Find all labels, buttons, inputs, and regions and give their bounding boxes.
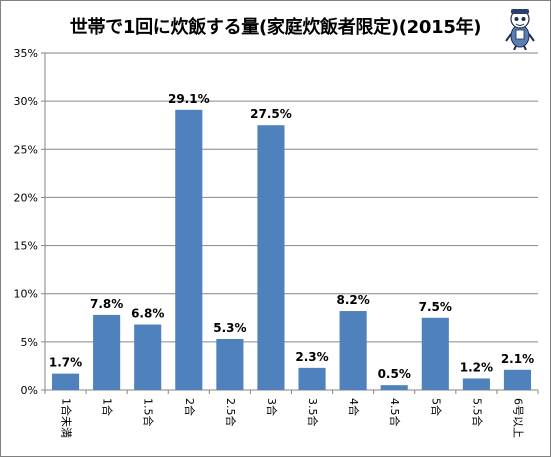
chart-title: 世帯で1回に炊飯する量(家庭炊飯者限定)(2015年) — [69, 17, 482, 38]
data-label: 29.1% — [168, 92, 210, 106]
bar — [339, 311, 367, 390]
y-tick-label: 30% — [14, 95, 38, 108]
x-tick-label: 3合 — [265, 398, 279, 416]
data-label: 5.3% — [213, 321, 246, 335]
data-label: 2.3% — [295, 350, 328, 364]
x-tick-label: 2合 — [183, 398, 197, 416]
y-tick-label: 35% — [14, 47, 38, 60]
x-tick-label: 1合 — [101, 398, 115, 416]
x-tick-label: 3.5合 — [306, 398, 320, 427]
data-label: 8.2% — [336, 293, 369, 307]
y-tick-label: 5% — [21, 336, 38, 349]
x-tick-label: 4合 — [347, 398, 361, 416]
x-tick-label: 6号以上 — [511, 398, 524, 438]
bar — [462, 378, 490, 390]
x-tick-label: 1.5合 — [142, 398, 156, 427]
y-tick-label: 15% — [14, 240, 38, 253]
x-tick-label: 5.5合 — [470, 398, 484, 427]
bar — [134, 324, 162, 390]
bar — [175, 109, 203, 391]
bar — [93, 314, 121, 390]
bar — [216, 338, 244, 390]
bar — [51, 373, 80, 390]
y-tick-label: 20% — [14, 191, 38, 204]
data-label: 2.1% — [501, 352, 534, 366]
y-tick-label: 0% — [21, 384, 38, 397]
x-tick-label: 4.5合 — [388, 398, 402, 427]
y-tick-label: 25% — [14, 143, 38, 156]
data-label: 7.8% — [90, 297, 123, 311]
bar — [503, 369, 532, 390]
data-label: 1.2% — [460, 360, 493, 374]
x-tick-label: 2.5合 — [224, 398, 238, 427]
data-label: 1.7% — [49, 356, 82, 370]
y-tick-label: 10% — [14, 288, 38, 301]
data-label: 6.8% — [131, 307, 164, 321]
data-label: 0.5% — [378, 367, 411, 381]
bar — [380, 385, 408, 390]
bar — [298, 367, 326, 390]
x-tick-label: 5合 — [429, 398, 443, 416]
data-label: 27.5% — [250, 107, 292, 121]
mascot-character-icon — [505, 9, 535, 50]
bar — [421, 317, 449, 390]
data-label: 7.5% — [419, 300, 452, 314]
x-tick-label: 1合未満 — [60, 398, 74, 438]
bar — [257, 125, 285, 390]
